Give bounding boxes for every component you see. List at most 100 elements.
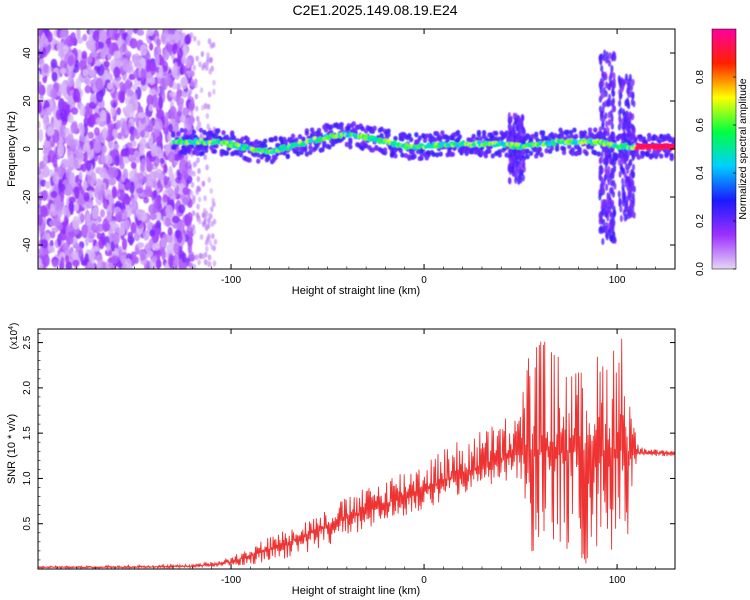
- spectrogram-cell: [519, 119, 523, 127]
- spectrogram-cell: [168, 254, 174, 269]
- spectrogram-cell: [544, 135, 549, 141]
- spectrogram-cell: [122, 58, 129, 72]
- spectrogram-cell: [591, 133, 596, 140]
- spectrogram-cell: [174, 252, 180, 266]
- spectrogram-cell: [196, 185, 200, 192]
- spectrogram-cell: [525, 148, 530, 154]
- spectrogram-cell: [120, 149, 127, 157]
- spectrogram-cell: [151, 256, 157, 263]
- spectrogram-cell: [593, 127, 598, 133]
- spectrogram-cell: [99, 209, 106, 218]
- spectrogram-cell: [130, 161, 137, 169]
- spectrogram-cell: [134, 61, 141, 68]
- spectrogram-cell: [497, 149, 502, 155]
- spectrogram-cell: [620, 158, 624, 166]
- spectrogram-cell: [560, 130, 565, 136]
- spectrogram-cell: [75, 59, 80, 68]
- spectrogram-cell: [67, 148, 72, 157]
- spectrogram-cell: [148, 134, 154, 149]
- spectrogram-cell: [561, 149, 567, 156]
- spectrogram-cell: [623, 156, 627, 164]
- spectrogram-cell: [607, 59, 612, 67]
- spectrogram-cell: [544, 148, 549, 154]
- spectrogram-cell: [629, 84, 634, 92]
- spectrogram-x-label: Height of straight line (km): [292, 285, 420, 297]
- spectrogram-cell: [38, 80, 42, 90]
- spectrogram-cell: [106, 112, 111, 125]
- spectrogram-cell: [613, 54, 617, 62]
- spectrogram-cell: [553, 132, 558, 139]
- spectrogram-cell: [67, 114, 74, 124]
- spectrogram-cell: [619, 91, 623, 99]
- spectrogram-cell: [88, 101, 96, 109]
- spectrogram-cell: [66, 183, 73, 196]
- spectrogram-cell: [210, 243, 214, 250]
- spectrogram-cell: [584, 150, 589, 156]
- spectrogram-cell: [629, 133, 634, 141]
- spectrogram-cell: [136, 29, 145, 36]
- spectrogram-cell: [206, 51, 210, 58]
- spectrogram-cell: [149, 119, 154, 132]
- spectrogram-cell: [372, 125, 377, 131]
- spectrogram-cell: [77, 194, 86, 206]
- spectrogram-cell: [285, 153, 290, 159]
- spectrogram-cell: [100, 109, 107, 122]
- spectrogram-cell: [86, 39, 95, 51]
- spectrogram-cell: [129, 181, 135, 195]
- spectrogram-cell: [140, 158, 146, 172]
- spectrogram-cell: [102, 126, 108, 139]
- spectrogram-cell: [149, 42, 154, 51]
- spectrogram-y-tick-label: -20: [22, 189, 33, 204]
- spectrogram-cell: [619, 205, 623, 213]
- spectrogram-cell: [50, 58, 58, 69]
- spectrogram-cell: [198, 127, 204, 133]
- spectrogram-cell: [167, 226, 173, 236]
- spectrogram-cell: [136, 187, 144, 194]
- spectrogram-cells: [38, 29, 675, 269]
- spectrogram-cell: [262, 143, 268, 149]
- spectrogram-cell: [174, 229, 181, 239]
- spectrogram-cell: [113, 66, 121, 79]
- spectrogram-cell: [191, 129, 197, 135]
- spectrogram-cell: [42, 165, 50, 178]
- spectrogram-cell: [205, 59, 210, 66]
- spectrogram-cell: [126, 142, 133, 149]
- spectrogram-cell: [116, 260, 123, 269]
- spectrogram-cell: [73, 159, 79, 168]
- spectrogram-cell: [152, 242, 161, 251]
- spectrogram-cell: [179, 127, 185, 133]
- spectrogram-cell: [119, 220, 125, 229]
- spectrogram-cell: [55, 200, 63, 214]
- spectrogram-cell: [155, 259, 162, 269]
- spectrogram-cell: [631, 78, 635, 86]
- spectrogram-cell: [213, 238, 218, 245]
- spectrogram-cell: [398, 147, 403, 154]
- spectrogram-cell: [379, 132, 384, 139]
- spectrogram-cell: [606, 83, 611, 91]
- spectrogram-cell: [201, 253, 205, 260]
- spectrogram-cell: [294, 137, 299, 143]
- spectrogram-cell: [42, 153, 48, 166]
- spectrogram-cell: [146, 29, 155, 37]
- spectrogram-cell: [322, 140, 327, 146]
- spectrogram-cell: [605, 120, 609, 128]
- spectrogram-cell: [636, 154, 641, 160]
- spectrogram-cell: [631, 179, 635, 187]
- spectrogram-cell: [51, 71, 58, 82]
- spectrogram-cell: [600, 151, 604, 159]
- spectrogram-cell: [124, 219, 130, 229]
- spectrogram-cell: [351, 121, 356, 127]
- spectrogram-cell: [38, 37, 44, 52]
- spectrogram-cell: [214, 143, 219, 149]
- spectrogram-cell: [178, 204, 186, 214]
- spectrogram-cell: [91, 206, 99, 220]
- spectrogram-cell: [603, 174, 607, 182]
- spectrogram-cell: [256, 158, 261, 164]
- spectrogram-cell: [133, 128, 138, 136]
- spectrogram-cell: [617, 158, 622, 166]
- spectrogram-cell: [348, 144, 353, 150]
- spectrogram-cell: [534, 131, 539, 137]
- spectrogram-cell: [121, 238, 128, 251]
- spectrogram-cell: [631, 154, 635, 162]
- spectrogram-cell: [202, 129, 207, 135]
